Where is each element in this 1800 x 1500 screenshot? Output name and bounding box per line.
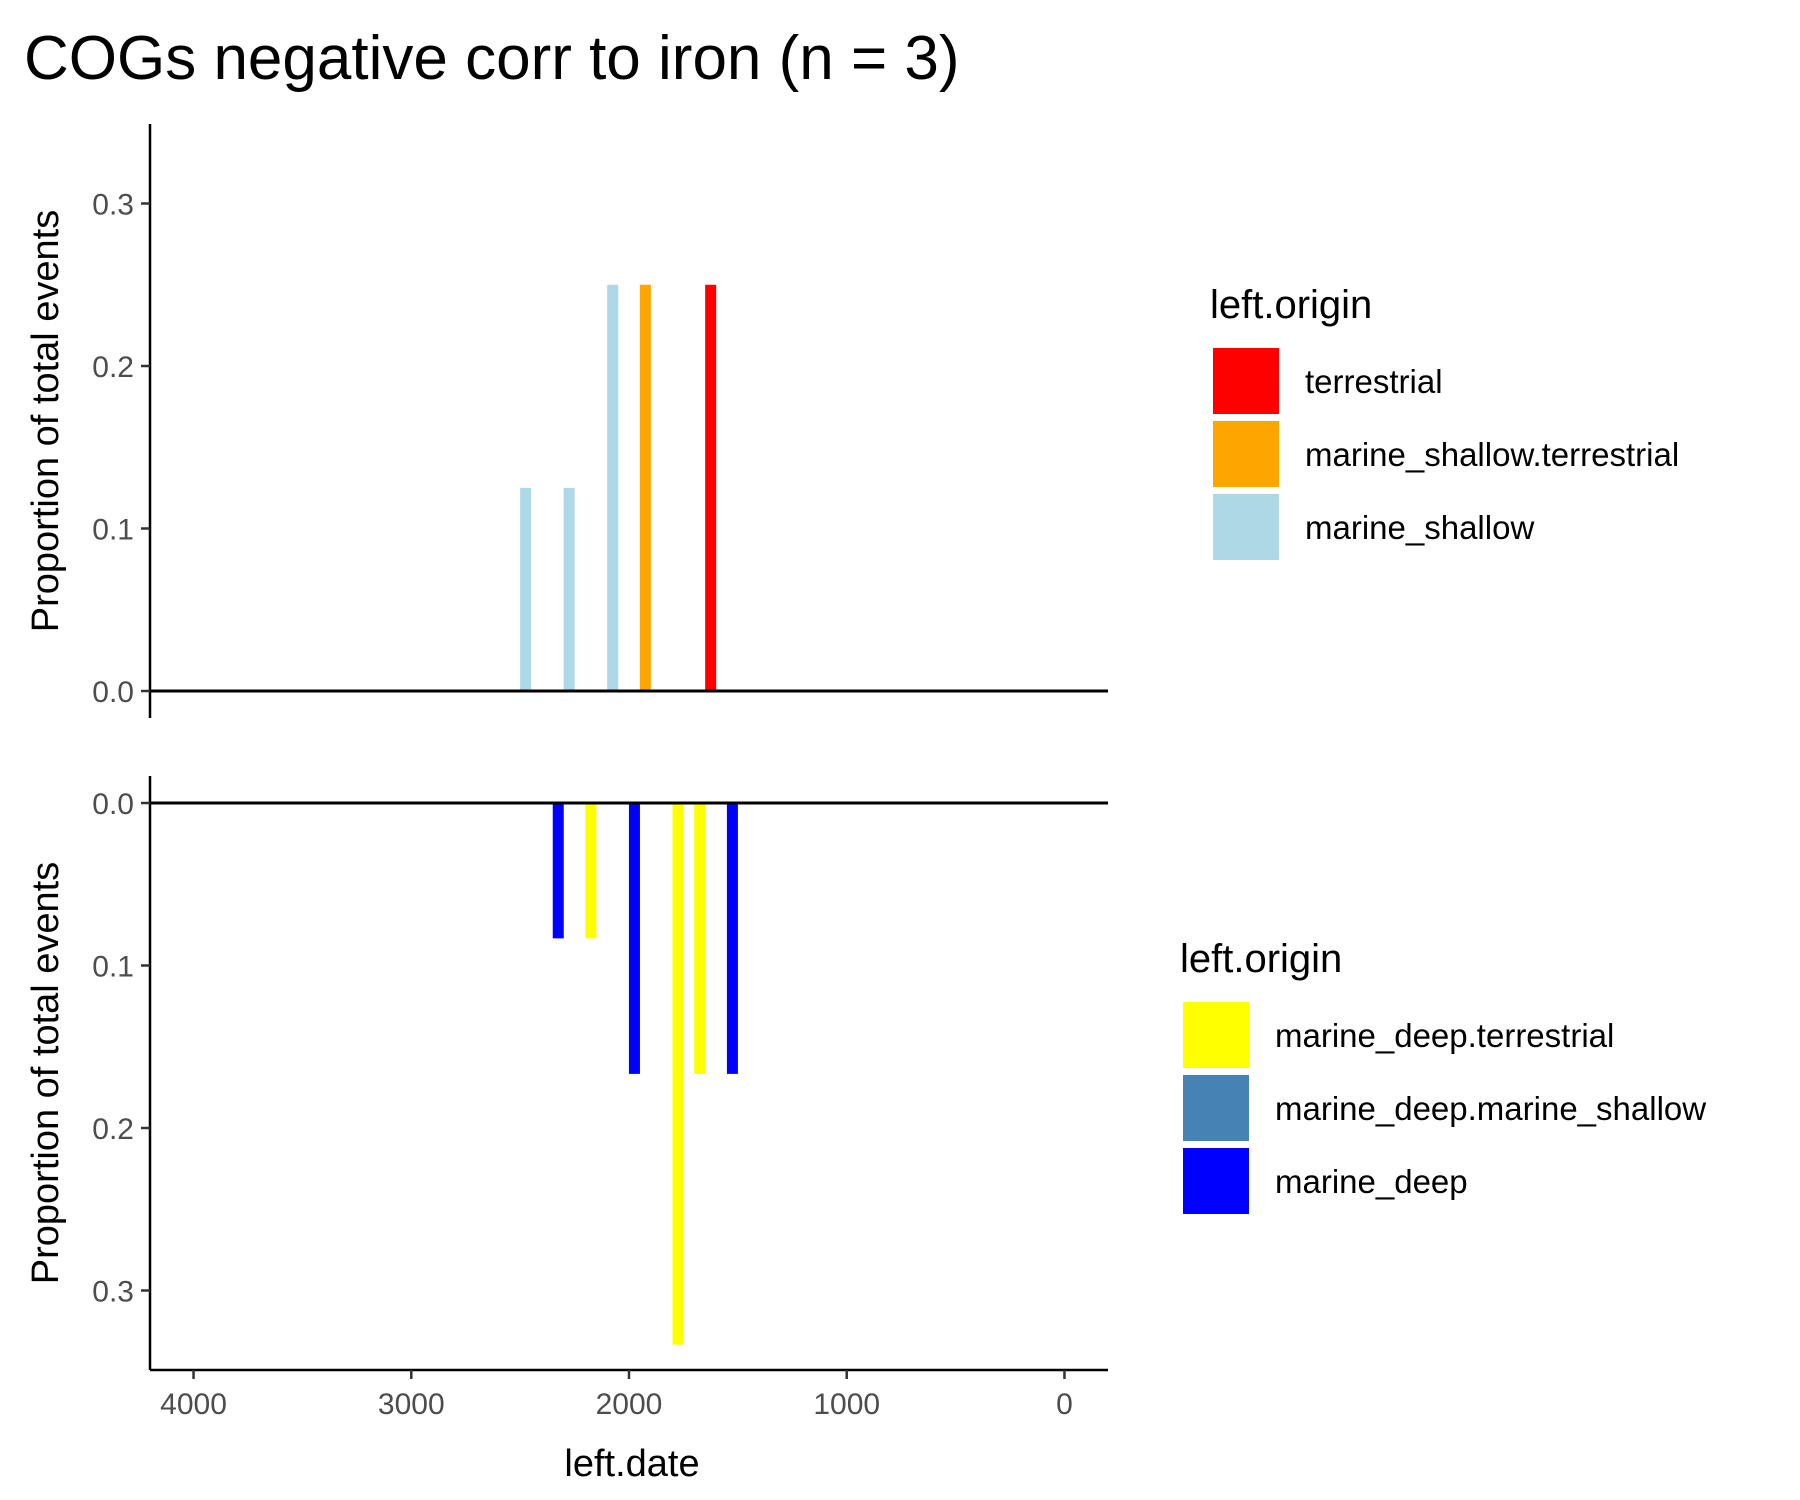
x-tick-label: 3000: [378, 1388, 445, 1421]
legend-label: marine_deep: [1275, 1163, 1468, 1200]
legend-label: marine_deep.marine_shallow: [1275, 1090, 1706, 1127]
bar-marine-shallow-terrestrial: [639, 284, 651, 691]
legend-2: left.origin marine_deep.terrestrialmarine…: [1180, 937, 1706, 1214]
y-tick-label: 0.1: [92, 951, 134, 984]
legend-key: [1213, 494, 1279, 560]
legend-key: [1213, 348, 1279, 414]
y-tick-label: 0.0: [92, 788, 134, 821]
x-tick-label: 4000: [160, 1388, 227, 1421]
legend-key: [1183, 1075, 1249, 1141]
legend-label: marine_shallow.terrestrial: [1305, 436, 1679, 473]
bar-marine-shallow: [607, 284, 619, 691]
y-tick-label: 0.1: [92, 514, 134, 547]
bar-marine-deep-terrestrial: [694, 803, 706, 1074]
legend-label: marine_shallow: [1305, 509, 1534, 546]
x-tick-label: 2000: [596, 1388, 663, 1421]
y-tick-label: 0.0: [92, 676, 134, 709]
x-axis-label: left.date: [564, 1443, 699, 1485]
legend-label: terrestrial: [1305, 363, 1443, 400]
bar-marine-deep: [552, 803, 564, 939]
legend-key: [1183, 1148, 1249, 1214]
y-axis-label: Proportion of total events: [25, 210, 67, 632]
bar-marine-deep-terrestrial: [672, 803, 684, 1345]
legends: left.origin terrestrial marine_shallow.ter…: [1180, 283, 1706, 1214]
y-tick-label: 0.3: [92, 189, 134, 222]
panel-1: 0.0 0.1 0.2 0.3 Proportion of total events: [25, 124, 1108, 718]
bar-marine-deep: [726, 803, 738, 1074]
chart-title: COGs negative corr to iron (n = 3): [24, 24, 960, 93]
legend-label: marine_deep.terrestrial: [1275, 1017, 1614, 1054]
y-tick-label: 0.2: [92, 351, 134, 384]
legend-key: [1183, 1002, 1249, 1068]
legend-1: left.origin terrestrial marine_shallow.ter…: [1210, 283, 1679, 560]
bar-marine-deep-terrestrial: [585, 803, 597, 939]
legend-title: left.origin: [1210, 283, 1372, 327]
bar-marine-shallow: [520, 487, 532, 691]
x-tick-label: 0: [1056, 1388, 1073, 1421]
x-tick-label: 1000: [813, 1388, 880, 1421]
legend-key: [1213, 421, 1279, 487]
panel-2: 0.0 0.1 0.2 0.3 Proportion of total events: [25, 776, 1108, 1370]
y-tick-label: 0.3: [92, 1276, 134, 1309]
y-tick-label: 0.2: [92, 1113, 134, 1146]
bar-marine-deep: [628, 803, 640, 1074]
y-axis-label: Proportion of total events: [25, 862, 67, 1284]
legend-title: left.origin: [1180, 937, 1342, 981]
x-axis: 4000 3000 2000 1000 0: [150, 1368, 1108, 1421]
bar-terrestrial: [705, 284, 717, 691]
bar-marine-shallow: [563, 487, 575, 691]
